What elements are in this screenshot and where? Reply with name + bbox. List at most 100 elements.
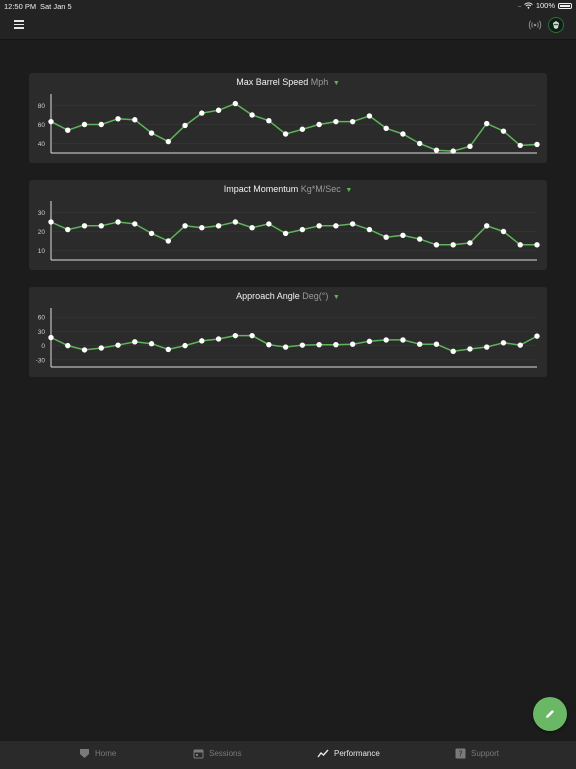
chart-title-text: Approach Angle xyxy=(236,291,300,301)
data-point xyxy=(400,232,406,238)
battery-icon xyxy=(558,2,572,9)
data-point xyxy=(366,226,373,233)
tab-support[interactable]: ? Support xyxy=(455,748,499,759)
data-point xyxy=(433,341,440,347)
data-point xyxy=(266,221,272,227)
data-point xyxy=(467,240,473,246)
data-point xyxy=(115,219,121,225)
data-point xyxy=(48,118,54,125)
status-time: 12:50 PM xyxy=(4,2,37,11)
data-point xyxy=(48,334,54,341)
data-point xyxy=(249,332,255,339)
data-point xyxy=(400,337,406,343)
caret-down-icon[interactable]: ▼ xyxy=(332,80,340,87)
data-point xyxy=(282,230,289,237)
data-point xyxy=(484,120,490,127)
chart-title-text: Max Barrel Speed xyxy=(236,77,309,87)
data-point xyxy=(349,341,356,347)
chart-approach-angle: -30 0 30 60 xyxy=(36,308,540,368)
data-point xyxy=(98,121,104,128)
y-tick-label: 60 xyxy=(38,315,46,322)
y-tick-label: 10 xyxy=(38,248,46,255)
pencil-icon xyxy=(546,710,554,718)
data-point xyxy=(148,130,155,136)
data-point xyxy=(299,226,306,233)
avatar-glyph xyxy=(553,21,559,29)
data-point xyxy=(48,219,54,225)
data-point xyxy=(282,344,289,350)
data-point xyxy=(232,100,239,107)
data-point xyxy=(517,242,523,248)
data-point xyxy=(165,138,172,145)
data-point xyxy=(132,117,138,123)
team-logo-icon[interactable] xyxy=(548,17,564,33)
chart-impact-momentum: 10 20 30 xyxy=(38,201,540,261)
caret-down-icon[interactable]: ▼ xyxy=(345,187,353,194)
series-line xyxy=(50,221,537,246)
data-point xyxy=(266,118,272,124)
y-tick-label: 30 xyxy=(38,329,46,336)
tab-home[interactable]: Home xyxy=(79,748,116,759)
broadcast-icon[interactable] xyxy=(528,19,542,31)
tab-sessions[interactable]: Sessions xyxy=(193,748,241,759)
chart-title-approach-angle[interactable]: Approach Angle Deg(°) ▼ xyxy=(29,291,547,301)
data-point xyxy=(383,337,389,343)
chart-unit-dropdown[interactable]: Kg*M/Sec xyxy=(300,184,341,194)
data-point xyxy=(484,344,490,350)
chart-title-impact-momentum[interactable]: Impact Momentum Kg*M/Sec ▼ xyxy=(29,184,547,194)
chart-title-max-barrel-speed[interactable]: Max Barrel Speed Mph ▼ xyxy=(29,77,547,87)
data-point xyxy=(433,242,440,248)
data-point xyxy=(282,131,289,137)
caret-down-icon[interactable]: ▼ xyxy=(332,294,340,301)
chart-card-impact-momentum: 10 20 30 Impact Momentum Kg*M/Sec ▼ xyxy=(29,180,547,270)
data-point xyxy=(81,223,88,229)
trend-line-icon xyxy=(317,749,329,758)
chart-card-max-barrel-speed: 40 60 80 Max Barrel Speed Mph ▼ xyxy=(29,73,547,163)
data-point xyxy=(249,225,255,231)
data-point xyxy=(132,221,138,227)
data-point xyxy=(316,121,322,128)
data-point xyxy=(249,112,255,118)
data-point xyxy=(199,110,205,116)
home-shield-icon xyxy=(80,749,89,758)
data-point xyxy=(148,341,155,347)
data-point xyxy=(98,345,104,351)
data-point xyxy=(299,342,306,348)
data-point xyxy=(500,228,507,235)
y-tick-label: 30 xyxy=(38,210,46,217)
data-point xyxy=(215,107,222,113)
svg-text:?: ? xyxy=(458,750,462,759)
data-point xyxy=(366,338,373,345)
data-point xyxy=(316,223,322,229)
data-point xyxy=(333,223,339,229)
data-point xyxy=(215,336,222,342)
data-point xyxy=(500,128,507,134)
data-point xyxy=(65,342,71,349)
data-point xyxy=(81,121,88,128)
data-point xyxy=(467,346,473,352)
edit-fab-button[interactable] xyxy=(533,697,567,731)
data-point xyxy=(182,342,188,349)
data-point xyxy=(115,342,121,348)
data-point xyxy=(316,341,322,348)
data-point xyxy=(416,140,423,147)
status-date: Sat Jan 5 xyxy=(40,2,72,11)
data-point xyxy=(450,348,456,355)
chart-title-text: Impact Momentum xyxy=(223,184,299,194)
tab-performance[interactable]: Performance xyxy=(317,748,380,759)
data-point xyxy=(467,143,473,150)
data-point xyxy=(484,223,490,229)
data-point xyxy=(98,223,104,229)
status-right: ..... 100% xyxy=(517,1,572,10)
data-point xyxy=(534,141,540,148)
nav-bar xyxy=(0,12,576,40)
status-bar: 12:50 PM Sat Jan 5 ..... 100% xyxy=(0,0,576,12)
data-point xyxy=(199,338,205,344)
chart-unit-dropdown[interactable]: Mph xyxy=(310,77,329,87)
y-tick-label: -30 xyxy=(36,357,46,364)
y-tick-label: 0 xyxy=(41,343,45,350)
hamburger-icon[interactable] xyxy=(14,20,24,30)
tab-support-label: Support xyxy=(471,749,500,758)
chart-unit-dropdown[interactable]: Deg(°) xyxy=(302,291,329,301)
question-icon: ? xyxy=(455,748,466,759)
